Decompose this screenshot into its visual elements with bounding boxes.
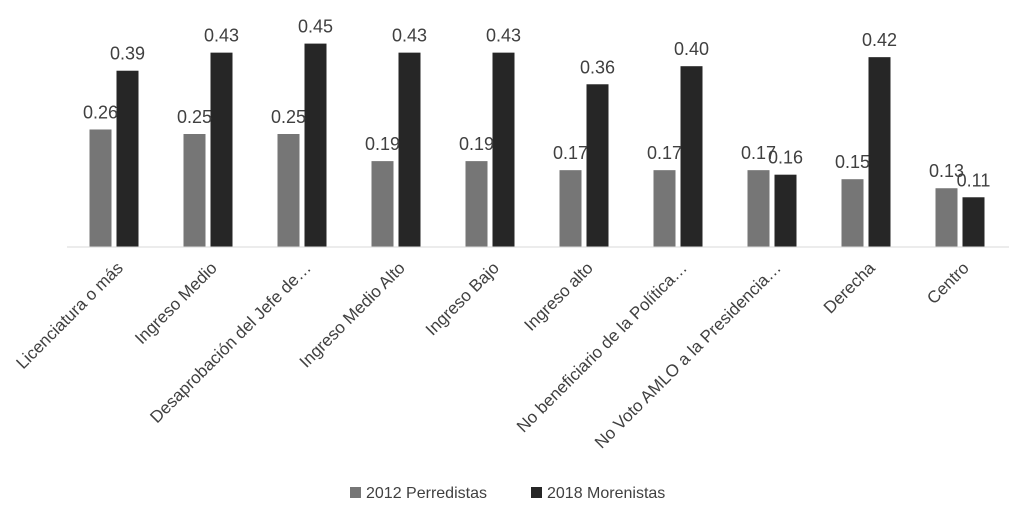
bar-series-2-cat-3 bbox=[304, 43, 327, 247]
bar-series-1-cat-4 bbox=[371, 161, 394, 247]
legend-swatch-series-1 bbox=[350, 487, 361, 498]
data-labels-layer: 0.26 0.39 0.25 0.43 0.25 0.45 0.19 0.43 0.19 0.43… bbox=[83, 17, 990, 191]
data-label-series-1-cat-5: 0.19 bbox=[459, 134, 494, 154]
category-label-5: Ingreso Bajo bbox=[422, 258, 503, 339]
category-label-9: Derecha bbox=[820, 258, 879, 317]
data-label-series-1-cat-10: 0.13 bbox=[929, 161, 964, 181]
bar-series-1-cat-8 bbox=[747, 170, 770, 247]
category-label-1: Licenciatura o más bbox=[12, 258, 126, 372]
data-label-series-2-cat-6: 0.36 bbox=[580, 57, 615, 77]
category-labels-layer: Licenciatura o más Ingreso MedioDesaproba… bbox=[12, 258, 972, 452]
category-label-6: Ingreso alto bbox=[521, 258, 597, 334]
category-label-10: Centro bbox=[923, 258, 973, 308]
bar-series-1-cat-2 bbox=[183, 134, 206, 247]
data-label-series-2-cat-5: 0.43 bbox=[486, 26, 521, 46]
bar-series-2-cat-7 bbox=[680, 66, 703, 247]
data-label-series-1-cat-6: 0.17 bbox=[553, 143, 588, 163]
bar-series-2-cat-10 bbox=[962, 197, 985, 247]
bar-series-2-cat-9 bbox=[868, 57, 891, 247]
bar-series-2-cat-6 bbox=[586, 84, 609, 247]
data-label-series-1-cat-3: 0.25 bbox=[271, 107, 306, 127]
bar-series-2-cat-2 bbox=[210, 52, 233, 247]
data-label-series-2-cat-9: 0.42 bbox=[862, 30, 897, 50]
bar-series-2-cat-8 bbox=[774, 174, 797, 247]
bar-series-2-cat-4 bbox=[398, 52, 421, 247]
category-label-3: Desaprobación del Jefe de… bbox=[146, 258, 314, 426]
category-label-4: Ingreso Medio Alto bbox=[296, 258, 409, 371]
bar-series-2-cat-1 bbox=[116, 70, 139, 247]
data-label-series-2-cat-4: 0.43 bbox=[392, 26, 427, 46]
data-label-series-2-cat-3: 0.45 bbox=[298, 17, 333, 37]
data-label-series-1-cat-8: 0.17 bbox=[741, 143, 776, 163]
legend-label-series-2: 2018 Morenistas bbox=[547, 485, 665, 502]
bars-layer bbox=[89, 43, 985, 247]
data-label-series-1-cat-9: 0.15 bbox=[835, 152, 870, 172]
legend: 2012 Perredistas 2018 Morenistas bbox=[350, 485, 665, 502]
bar-series-2-cat-5 bbox=[492, 52, 515, 247]
legend-swatch-series-2 bbox=[531, 487, 542, 498]
bar-series-1-cat-3 bbox=[277, 134, 300, 247]
data-label-series-2-cat-1: 0.39 bbox=[110, 44, 145, 64]
bar-series-1-cat-7 bbox=[653, 170, 676, 247]
data-label-series-1-cat-7: 0.17 bbox=[647, 143, 682, 163]
data-label-series-2-cat-7: 0.40 bbox=[674, 39, 709, 59]
bar-series-1-cat-9 bbox=[841, 179, 864, 247]
category-label-8: No Voto AMLO a la Presidencia… bbox=[591, 258, 785, 452]
bar-series-1-cat-5 bbox=[465, 161, 488, 247]
data-label-series-2-cat-8: 0.16 bbox=[768, 148, 803, 168]
bar-series-1-cat-1 bbox=[89, 129, 112, 247]
data-label-series-1-cat-1: 0.26 bbox=[83, 102, 118, 122]
category-label-7: No beneficiario de la Política… bbox=[513, 258, 691, 436]
data-label-series-2-cat-10: 0.11 bbox=[957, 170, 991, 190]
legend-label-series-1: 2012 Perredistas bbox=[366, 485, 487, 502]
bar-series-1-cat-6 bbox=[559, 170, 582, 247]
category-label-2: Ingreso Medio bbox=[131, 258, 221, 348]
bar-series-1-cat-10 bbox=[935, 188, 958, 247]
data-label-series-2-cat-2: 0.43 bbox=[204, 26, 239, 46]
data-label-series-1-cat-4: 0.19 bbox=[365, 134, 400, 154]
data-label-series-1-cat-2: 0.25 bbox=[177, 107, 212, 127]
